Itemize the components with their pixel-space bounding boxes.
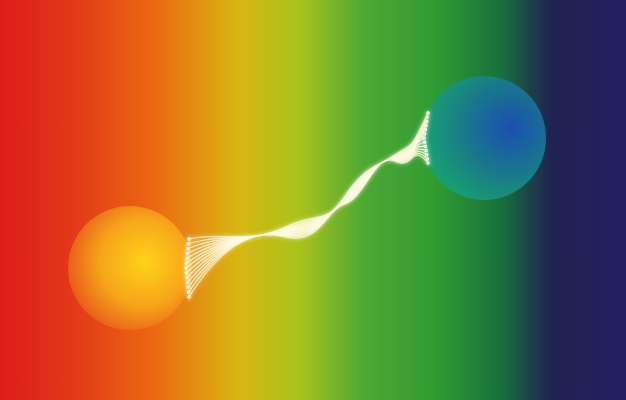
strand-tip	[186, 290, 191, 294]
strand-tip	[186, 246, 190, 251]
strand-tip	[185, 251, 190, 256]
strand-tip	[422, 132, 427, 136]
strand-tip	[185, 280, 190, 285]
strand-tip	[425, 115, 430, 119]
strand-tip	[186, 285, 190, 290]
strand-tip	[426, 161, 430, 165]
strand-tip	[424, 119, 429, 124]
strand-tip	[185, 275, 189, 280]
strand-tip	[424, 148, 428, 153]
strand-tip	[187, 295, 191, 299]
strand-tip	[184, 266, 188, 270]
strand-tip	[426, 111, 430, 115]
strand	[188, 154, 429, 298]
strand-tip	[424, 152, 429, 157]
strand-tip	[186, 242, 191, 246]
strand-tip	[185, 256, 189, 261]
strand-tip	[422, 140, 427, 144]
strand-tip	[425, 157, 430, 161]
strand-tip	[187, 237, 191, 241]
cool-sphere	[422, 76, 546, 200]
strand-tip	[184, 271, 189, 275]
strand-tip	[424, 123, 428, 128]
strand-tip	[184, 261, 189, 265]
strand-tip	[423, 144, 428, 149]
strand-tip	[422, 136, 426, 140]
entangled-strands	[184, 111, 430, 299]
warm-sphere	[68, 206, 192, 330]
strand-tip	[423, 127, 428, 132]
